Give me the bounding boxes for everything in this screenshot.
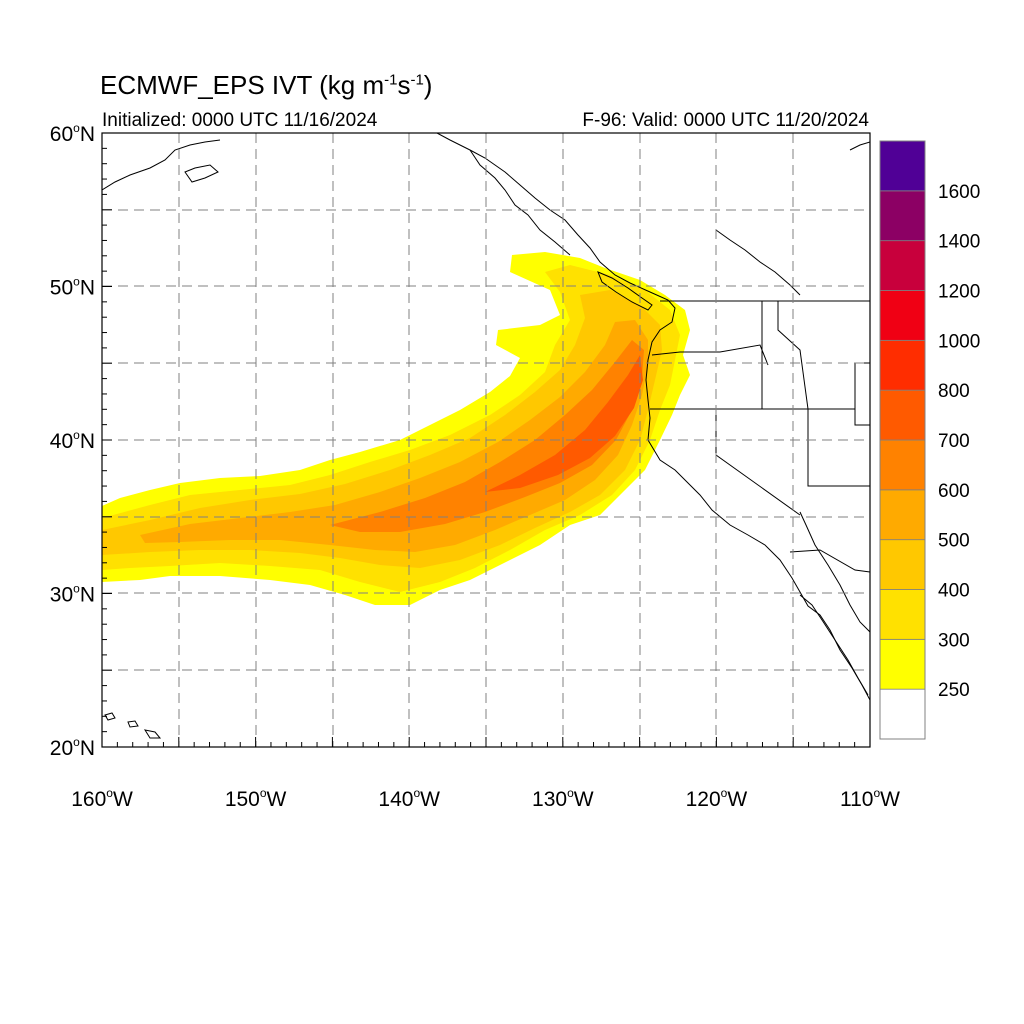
colorbar-frame xyxy=(879,140,926,740)
colorbar-label: 1400 xyxy=(938,232,980,253)
gridlines xyxy=(102,133,870,747)
alaska-island xyxy=(184,164,219,183)
colorbar-swatch xyxy=(879,290,926,341)
hudson-coast xyxy=(715,229,801,296)
colorbar-label: 1200 xyxy=(938,282,980,303)
colorbar-swatch xyxy=(879,240,926,291)
lon-tick-label: 150oW xyxy=(225,786,287,811)
colorbar-swatch xyxy=(879,638,926,690)
nevada-border xyxy=(715,409,801,516)
hawaii-islands xyxy=(104,712,162,739)
colorbar: 250 300 400 500 600 700 800 1000 1200 1400 1600 xyxy=(879,140,980,740)
colorbar-label: 800 xyxy=(938,381,970,402)
idaho-border xyxy=(761,301,809,410)
colorbar-swatch xyxy=(879,339,926,391)
colorbar-swatch xyxy=(879,140,926,192)
lon-tick-label: 160oW xyxy=(71,786,133,811)
lon-tick-label: 120oW xyxy=(686,786,748,811)
colorbar-label: 400 xyxy=(938,581,970,602)
colorbar-label: 1000 xyxy=(938,331,980,352)
lon-tick-label: 130oW xyxy=(532,786,594,811)
ne-corner-coast xyxy=(849,141,870,151)
colorbar-label: 700 xyxy=(938,431,970,452)
ivt-band-700 xyxy=(485,355,643,492)
colorbar-label: 300 xyxy=(938,630,970,651)
gulf-of-california xyxy=(799,511,870,633)
lat-tick-label: 50oN xyxy=(50,275,95,300)
lat-tick-label: 60oN xyxy=(50,121,95,146)
initialized-label: Initialized: 0000 UTC 11/16/2024 xyxy=(102,110,378,131)
alaska-coastline xyxy=(102,139,221,191)
valid-time-label: F-96: Valid: 0000 UTC 11/20/2024 xyxy=(582,110,869,131)
mexico-border xyxy=(789,549,870,573)
colorbar-label: 600 xyxy=(938,481,970,502)
tick-marks xyxy=(101,132,871,748)
map-title: ECMWF_EPS IVT (kg m-1s-1) xyxy=(100,70,433,100)
colorbar-swatch xyxy=(879,688,926,740)
colorbar-swatch xyxy=(879,539,926,590)
lon-tick-label: 140oW xyxy=(378,786,440,811)
colorbar-label: 250 xyxy=(938,680,970,701)
lat-tick-label: 20oN xyxy=(50,735,95,760)
lat-labels: 60oN 50oN 40oN 30oN 20oN xyxy=(50,121,95,760)
colorbar-label: 500 xyxy=(938,531,970,552)
colorbar-swatch xyxy=(879,439,926,491)
lat-tick-label: 30oN xyxy=(50,582,95,607)
map-area xyxy=(102,133,870,747)
colorbar-swatch xyxy=(879,389,926,441)
bc-coast-islands xyxy=(469,149,571,256)
lon-labels: 160oW 150oW 140oW 130oW 120oW 110oW xyxy=(71,786,900,811)
lon-tick-label: 110oW xyxy=(840,786,900,811)
colorbar-swatch xyxy=(879,190,926,242)
utah-border xyxy=(807,362,870,487)
colorbar-swatch xyxy=(879,489,926,541)
colorbar-label: 1600 xyxy=(938,182,980,203)
colorbar-swatch xyxy=(879,589,926,640)
ivt-plume xyxy=(102,252,690,605)
oregon-washington-border xyxy=(651,344,769,366)
baja-coastline xyxy=(799,594,869,696)
lat-tick-label: 40oN xyxy=(50,428,95,453)
vancouver-island xyxy=(597,271,653,311)
